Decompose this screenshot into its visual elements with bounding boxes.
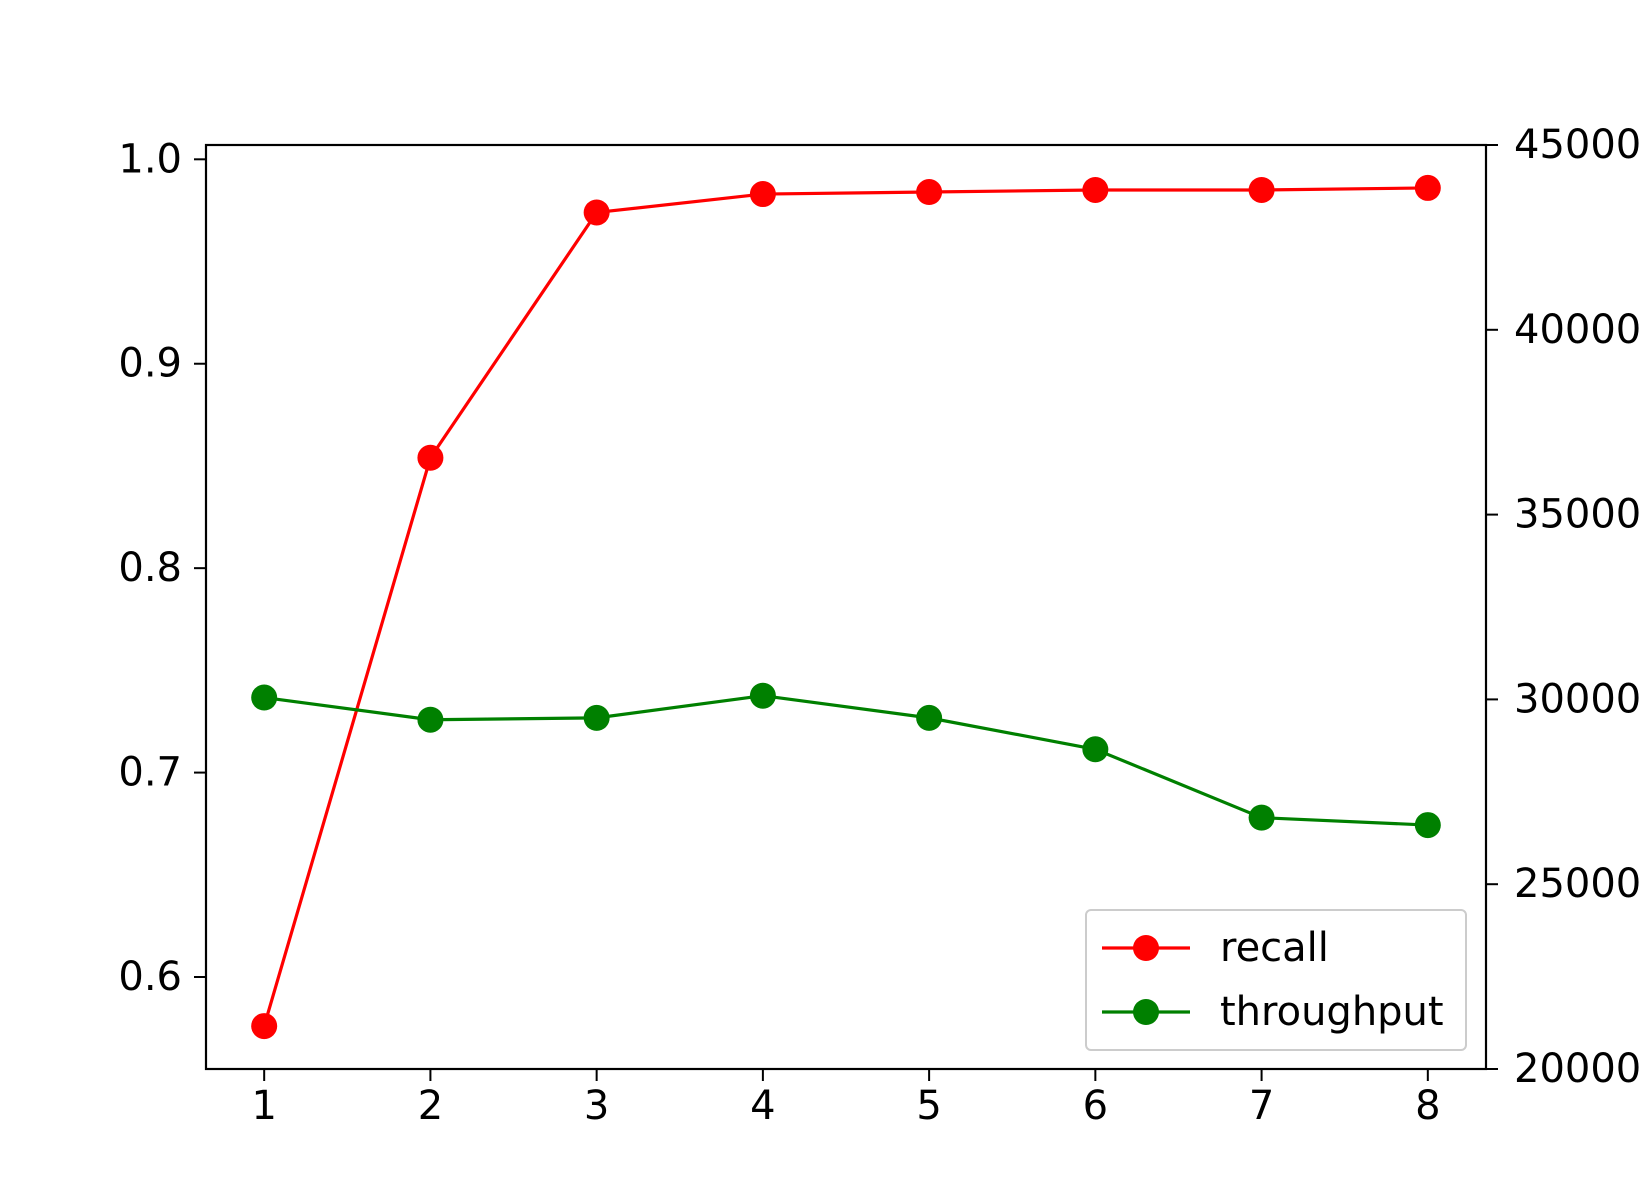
data-point-throughput: [1082, 736, 1109, 763]
x-tick-label: 1: [251, 1083, 276, 1129]
x-tick-label: 6: [1083, 1083, 1108, 1129]
data-point-throughput: [1248, 804, 1275, 831]
series-line-recall: [262, 186, 1428, 1027]
data-point-recall: [251, 1013, 278, 1040]
y-right-tick-label: 40000: [1514, 307, 1641, 353]
series-layer: [251, 174, 1441, 1040]
data-point-throughput: [749, 682, 776, 709]
data-point-recall: [1082, 176, 1109, 203]
data-point-recall: [1414, 174, 1441, 201]
y-left-tick-label: 0.8: [118, 545, 182, 591]
series-throughput: [251, 682, 1441, 839]
y-left-tick-label: 1.0: [118, 136, 182, 182]
x-tick-label: 4: [750, 1083, 775, 1129]
y-left-tick-label: 0.6: [118, 954, 182, 1000]
data-point-recall: [583, 199, 610, 226]
data-point-recall: [1248, 176, 1275, 203]
x-axis: 1 2 3 4 5 6 7 8: [251, 1069, 1441, 1129]
y-right-tick-label: 30000: [1514, 676, 1641, 722]
legend-marker: [1133, 999, 1159, 1025]
data-point-recall: [916, 179, 943, 206]
data-point-throughput: [251, 684, 278, 711]
x-tick-label: 5: [916, 1083, 941, 1129]
x-tick-label: 8: [1415, 1083, 1440, 1129]
legend: recall throughput: [1085, 909, 1467, 1051]
legend-marker: [1133, 935, 1159, 961]
y-axis-left: 0.6 0.7 0.8 0.9 1.0: [118, 136, 206, 1000]
data-point-throughput: [1414, 812, 1441, 839]
y-axis-right: 20000 25000 30000 35000 40000 45000: [1486, 122, 1641, 1092]
legend-entry-throughput: throughput: [1102, 989, 1444, 1035]
data-point-throughput: [417, 706, 444, 733]
y-right-tick-label: 45000: [1514, 122, 1641, 168]
series-line-throughput: [263, 694, 1428, 827]
y-left-tick-label: 0.9: [118, 341, 182, 387]
legend-label: throughput: [1220, 989, 1444, 1035]
x-tick-label: 2: [418, 1083, 443, 1129]
data-point-recall: [749, 181, 776, 208]
data-point-throughput: [916, 704, 943, 731]
x-tick-label: 3: [584, 1083, 609, 1129]
axes-frame: [204, 143, 1488, 1071]
y-left-tick-label: 0.7: [118, 750, 182, 796]
y-right-tick-label: 25000: [1514, 861, 1641, 907]
x-tick-label: 7: [1249, 1083, 1274, 1129]
data-point-throughput: [583, 704, 610, 731]
series-recall: [251, 174, 1441, 1040]
y-right-tick-label: 20000: [1514, 1046, 1641, 1092]
y-right-tick-label: 35000: [1514, 492, 1641, 538]
data-point-recall: [417, 444, 444, 471]
legend-entry-recall: recall: [1102, 925, 1329, 971]
legend-label: recall: [1220, 925, 1329, 971]
legend-box: [1085, 909, 1467, 1051]
